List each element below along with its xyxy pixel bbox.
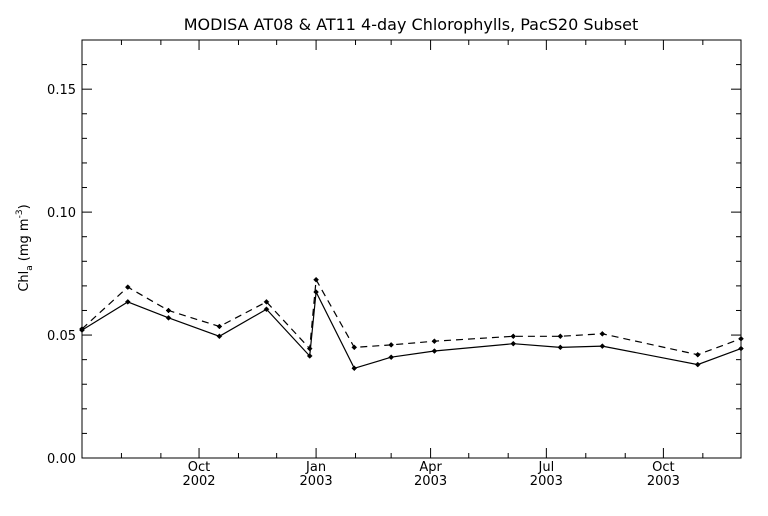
plot-border <box>81 39 742 459</box>
series-2-line <box>81 277 742 356</box>
x-tick-label-year: 2003 <box>414 474 447 489</box>
data-point <box>738 345 744 352</box>
data-point <box>313 276 319 283</box>
y-label-close: ) <box>17 204 32 209</box>
y-axis: 0.00 0.05 0.10 0.15 <box>47 39 741 467</box>
data-point <box>165 314 172 321</box>
series-2 <box>79 276 744 358</box>
data-point <box>599 330 606 337</box>
x-tick-label-year: 2003 <box>530 474 563 489</box>
y-tick-label: 0.00 <box>47 452 76 467</box>
y-tick-label: 0.10 <box>47 206 76 221</box>
data-point <box>351 365 358 372</box>
data-point <box>216 333 223 340</box>
series-1 <box>79 289 744 372</box>
data-point <box>388 342 394 348</box>
data-point <box>694 361 701 368</box>
data-point <box>165 307 172 314</box>
y-tick-label: 0.15 <box>47 83 76 98</box>
x-tick-label-year: 2003 <box>300 474 333 489</box>
y-label-exponent: -3 <box>15 209 25 218</box>
data-point <box>388 354 394 361</box>
data-point <box>431 348 438 354</box>
data-point <box>431 338 438 345</box>
data-point <box>216 323 223 330</box>
data-point <box>694 351 701 358</box>
y-tick-label: 0.05 <box>47 329 76 344</box>
data-point <box>306 353 313 359</box>
chart-title: MODISA AT08 & AT11 4-day Chlorophylls, P… <box>184 15 639 34</box>
data-point <box>313 289 319 295</box>
data-point <box>599 343 606 349</box>
x-tick-label-month: Oct <box>652 460 674 475</box>
x-tick-label-year: 2002 <box>182 474 215 489</box>
y-axis-label: Chla (mg m-3) <box>15 204 35 291</box>
y-label-subscript: a <box>25 265 35 271</box>
x-tick-label-year: 2003 <box>647 474 680 489</box>
series-1-line <box>81 289 742 370</box>
data-point <box>351 344 358 351</box>
x-tick-label-month: Jan <box>305 460 326 475</box>
data-point <box>557 344 564 351</box>
data-point <box>510 340 517 347</box>
plot-area <box>81 39 742 459</box>
data-point <box>738 335 744 342</box>
data-point <box>306 345 313 352</box>
data-point <box>557 333 564 340</box>
x-tick-label-month: Oct <box>188 460 210 475</box>
data-point <box>263 299 270 305</box>
data-point <box>79 326 85 332</box>
data-point <box>263 306 270 313</box>
data-point <box>124 299 131 305</box>
x-tick-label-month: Jul <box>538 460 555 475</box>
y-label-units: (mg m <box>17 218 32 261</box>
x-tick-label-month: Apr <box>419 460 442 475</box>
y-label-main: Chl <box>17 271 32 292</box>
data-point <box>124 284 131 290</box>
data-point <box>510 333 517 340</box>
series-layer <box>79 276 744 372</box>
